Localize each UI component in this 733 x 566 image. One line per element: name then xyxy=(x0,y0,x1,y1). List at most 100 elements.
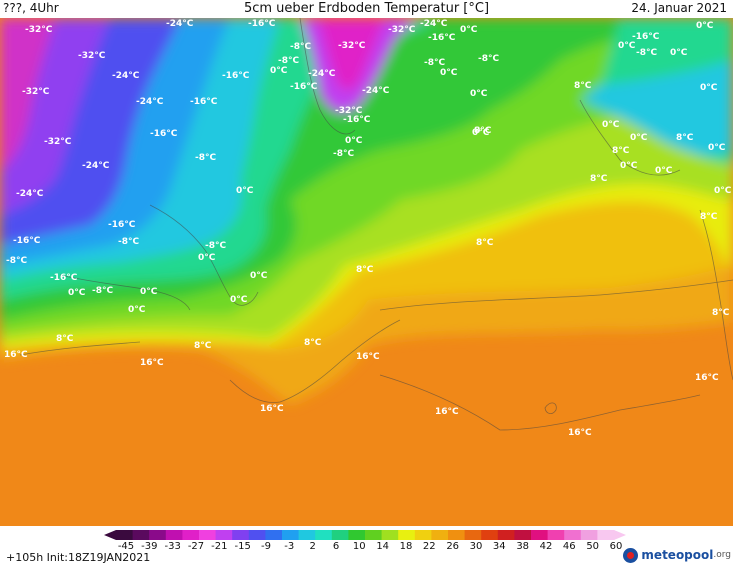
label-zero: 0°C xyxy=(670,48,688,58)
label-minus16: -16°C xyxy=(248,19,276,29)
colorbar-tick-label: 38 xyxy=(516,541,530,552)
label-zero: 0°C xyxy=(128,305,146,315)
label-zero: 0°C xyxy=(440,68,458,78)
colorbar-swatch xyxy=(149,530,167,540)
label-zero: 0°C xyxy=(345,136,363,146)
colorbar-tick-label: 14 xyxy=(376,541,390,552)
forecast-date: 24. Januar 2021 xyxy=(631,1,727,15)
colorbar-tick-label: 30 xyxy=(469,541,483,552)
label-plus8: 8°C xyxy=(700,212,718,222)
label-zero: 0°C xyxy=(630,133,648,143)
label-zero: 0°C xyxy=(655,166,673,176)
label-minus16: -16°C xyxy=(13,236,41,246)
label-minus8: -8°C xyxy=(424,58,445,68)
label-minus8: -8°C xyxy=(118,237,139,247)
colorbar-swatch xyxy=(597,530,615,540)
label-minus8: -8°C xyxy=(478,54,499,64)
colorbar-swatch xyxy=(199,530,217,540)
colorbar-swatch xyxy=(116,530,134,540)
colorbar-swatch xyxy=(282,530,300,540)
label-minus24: -24°C xyxy=(136,97,164,107)
colorbar-swatch xyxy=(348,530,366,540)
label-minus32: -32°C xyxy=(44,137,72,147)
colorbar-tick-label: -15 xyxy=(234,541,251,552)
colorbar-swatch xyxy=(265,530,283,540)
label-plus8: 8°C xyxy=(676,133,694,143)
label-zero: 0°C xyxy=(696,21,714,31)
label-plus16: 16°C xyxy=(356,352,380,362)
brand-name: meteopool xyxy=(641,548,714,562)
colorbar xyxy=(104,530,626,540)
label-minus16: -16°C xyxy=(632,32,660,42)
colorbar-swatch xyxy=(414,530,432,540)
label-minus8: -8°C xyxy=(290,42,311,52)
colorbar-tick-label: -27 xyxy=(187,541,205,552)
label-plus16: 16°C xyxy=(568,428,592,438)
label-zero: 0°C xyxy=(618,41,636,51)
label-plus16: 16°C xyxy=(260,404,284,414)
label-minus16: -16°C xyxy=(150,129,178,139)
label-zero: 0°C xyxy=(460,25,478,35)
run-info: +105h Init:18Z19JAN2021 xyxy=(6,551,151,564)
label-zero: 0°C xyxy=(140,287,158,297)
label-minus24: -24°C xyxy=(362,86,390,96)
label-zero: 0°C xyxy=(250,271,268,281)
colorbar-swatch xyxy=(580,530,598,540)
colorbar-swatch xyxy=(464,530,482,540)
colorbar-swatch xyxy=(497,530,515,540)
label-plus8: 8°C xyxy=(304,338,322,348)
label-plus8: 8°C xyxy=(56,334,74,344)
label-minus8: -8°C xyxy=(333,149,354,159)
label-plus8: 8°C xyxy=(612,146,630,156)
label-minus16: -16°C xyxy=(190,97,218,107)
label-plus8: 8°C xyxy=(590,174,608,184)
colorbar-arrow-left xyxy=(104,530,116,540)
colorbar-swatch xyxy=(531,530,549,540)
colorbar-swatch xyxy=(398,530,416,540)
label-zero: 0°C xyxy=(700,83,718,93)
colorbar-swatch xyxy=(132,530,150,540)
colorbar-tick-label: -33 xyxy=(164,541,181,552)
label-minus16: -16°C xyxy=(222,71,250,81)
map-footer: -45 -39 -33 -27 -21 -15 -9 -3 2 6 10 14 18 22 26 30 34 38… xyxy=(0,526,733,566)
colorbar-tick-label: 42 xyxy=(539,541,553,552)
colorbar-swatch xyxy=(182,530,200,540)
label-minus24: -24°C xyxy=(308,69,336,79)
label-minus32: -32°C xyxy=(335,106,363,116)
label-zero: 0°C xyxy=(714,186,732,196)
colorbar-tick-label: 34 xyxy=(492,541,506,552)
colorbar-tick-label: 46 xyxy=(562,541,576,552)
label-minus16: -16°C xyxy=(50,273,78,283)
colorbar-tick-label: 2 xyxy=(309,541,316,552)
map-header: ???, 4Uhr 5cm ueber Erdboden Temperatur … xyxy=(0,0,733,18)
colorbar-tick-label: 6 xyxy=(332,541,340,552)
colorbar-swatch xyxy=(514,530,532,540)
label-plus8: 8°C xyxy=(574,81,592,91)
label-minus32: -32°C xyxy=(22,87,50,97)
forecast-time: ???, 4Uhr xyxy=(3,1,59,15)
label-zero: 0°C xyxy=(602,120,620,130)
label-plus8: 8°C xyxy=(194,341,212,351)
label-zero: 0°C xyxy=(230,295,248,305)
label-minus16: -16°C xyxy=(428,33,456,43)
label-minus32: -32°C xyxy=(25,25,53,35)
label-minus32: -32°C xyxy=(78,51,106,61)
label-zero: 0°C xyxy=(470,89,488,99)
brand-logo: meteopool .org xyxy=(623,546,731,564)
colorbar-ticks: -45 -39 -33 -27 -21 -15 -9 -3 2 6 10 14 18 22 26 30 34 38… xyxy=(104,541,626,553)
label-zero: 0°C xyxy=(472,128,490,138)
meteopool-logo-icon xyxy=(623,547,639,563)
colorbar-tick-label: 10 xyxy=(352,541,366,552)
colorbar-tick-label: -9 xyxy=(261,541,271,552)
temperature-map: -32°C -32°C -32°C -32°C -32°C -32°C -32°… xyxy=(0,18,733,526)
label-minus8: -8°C xyxy=(205,241,226,251)
label-minus16: -16°C xyxy=(343,115,371,125)
colorbar-swatch xyxy=(315,530,333,540)
colorbar-tick-label: -3 xyxy=(284,541,295,552)
label-minus32: -32°C xyxy=(338,41,366,51)
label-minus24: -24°C xyxy=(16,189,44,199)
colorbar-tick-label: 18 xyxy=(399,541,413,552)
colorbar-swatch xyxy=(165,530,183,540)
label-plus8: 8°C xyxy=(356,265,374,275)
colorbar-tick-label: 22 xyxy=(422,541,436,552)
